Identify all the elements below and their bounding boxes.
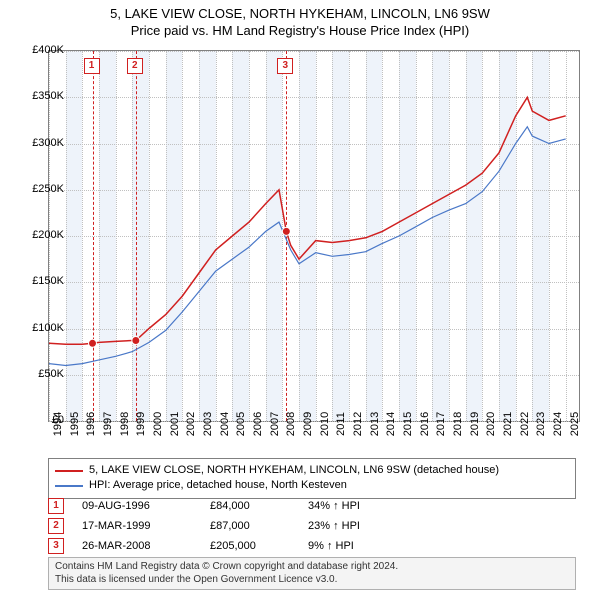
y-tick-label: £100K xyxy=(32,322,64,334)
legend: 5, LAKE VIEW CLOSE, NORTH HYKEHAM, LINCO… xyxy=(48,458,576,499)
event-hpi: 9% ↑ HPI xyxy=(308,540,398,552)
x-tick-label: 1994 xyxy=(52,412,64,436)
chart-container: 5, LAKE VIEW CLOSE, NORTH HYKEHAM, LINCO… xyxy=(0,0,600,590)
marker-dot-icon xyxy=(282,227,290,235)
x-tick-label: 2020 xyxy=(485,412,497,436)
x-tick-label: 2015 xyxy=(402,412,414,436)
x-tick-label: 1998 xyxy=(119,412,131,436)
plot-area xyxy=(48,50,580,422)
x-tick-label: 2003 xyxy=(202,412,214,436)
event-row: 3 26-MAR-2008 £205,000 9% ↑ HPI xyxy=(48,538,576,554)
x-tick-label: 2013 xyxy=(369,412,381,436)
x-tick-label: 2010 xyxy=(319,412,331,436)
x-tick-label: 2006 xyxy=(252,412,264,436)
x-tick-label: 2016 xyxy=(419,412,431,436)
legend-item: 5, LAKE VIEW CLOSE, NORTH HYKEHAM, LINCO… xyxy=(55,463,569,478)
y-tick-label: £50K xyxy=(38,368,64,380)
y-tick-label: £150K xyxy=(32,275,64,287)
chart-marker-icon: 3 xyxy=(277,58,293,74)
x-tick-label: 2008 xyxy=(285,412,297,436)
x-tick-label: 2017 xyxy=(435,412,447,436)
event-row: 1 09-AUG-1996 £84,000 34% ↑ HPI xyxy=(48,498,576,514)
x-tick-label: 1997 xyxy=(102,412,114,436)
y-tick-label: £400K xyxy=(32,44,64,56)
marker-dot-icon xyxy=(132,337,140,345)
legend-label: HPI: Average price, detached house, Nort… xyxy=(89,478,347,493)
event-marker-icon: 2 xyxy=(48,518,64,534)
x-tick-label: 2002 xyxy=(185,412,197,436)
y-tick-label: £250K xyxy=(32,183,64,195)
event-marker-icon: 1 xyxy=(48,498,64,514)
series-svg xyxy=(49,51,579,421)
x-tick-label: 2011 xyxy=(335,412,347,436)
y-tick-label: £350K xyxy=(32,90,64,102)
marker-dot-icon xyxy=(89,339,97,347)
series-price_paid xyxy=(49,97,566,344)
event-marker-icon: 3 xyxy=(48,538,64,554)
events-table: 1 09-AUG-1996 £84,000 34% ↑ HPI 2 17-MAR… xyxy=(48,498,576,558)
legend-item: HPI: Average price, detached house, Nort… xyxy=(55,478,569,493)
chart-title: 5, LAKE VIEW CLOSE, NORTH HYKEHAM, LINCO… xyxy=(0,0,600,40)
x-tick-label: 1996 xyxy=(85,412,97,436)
x-tick-label: 2000 xyxy=(152,412,164,436)
y-tick-label: £200K xyxy=(32,229,64,241)
x-tick-label: 1999 xyxy=(135,412,147,436)
x-tick-label: 2023 xyxy=(535,412,547,436)
event-date: 09-AUG-1996 xyxy=(82,500,192,512)
title-line-2: Price paid vs. HM Land Registry's House … xyxy=(0,23,600,40)
x-tick-label: 2019 xyxy=(469,412,481,436)
event-hpi: 23% ↑ HPI xyxy=(308,520,398,532)
x-tick-label: 2022 xyxy=(519,412,531,436)
event-date: 26-MAR-2008 xyxy=(82,540,192,552)
event-price: £87,000 xyxy=(210,520,290,532)
x-tick-label: 2018 xyxy=(452,412,464,436)
event-price: £205,000 xyxy=(210,540,290,552)
chart-marker-icon: 1 xyxy=(84,58,100,74)
x-tick-label: 2025 xyxy=(569,412,581,436)
x-tick-label: 2021 xyxy=(502,412,514,436)
event-hpi: 34% ↑ HPI xyxy=(308,500,398,512)
y-tick-label: £300K xyxy=(32,137,64,149)
x-tick-label: 2007 xyxy=(269,412,281,436)
x-tick-label: 2001 xyxy=(169,412,181,436)
legend-label: 5, LAKE VIEW CLOSE, NORTH HYKEHAM, LINCO… xyxy=(89,463,499,478)
chart-marker-icon: 2 xyxy=(127,58,143,74)
x-tick-label: 1995 xyxy=(69,412,81,436)
legend-swatch xyxy=(55,485,83,487)
footer-attribution: Contains HM Land Registry data © Crown c… xyxy=(48,557,576,590)
event-price: £84,000 xyxy=(210,500,290,512)
x-tick-label: 2024 xyxy=(552,412,564,436)
x-tick-label: 2009 xyxy=(302,412,314,436)
title-line-1: 5, LAKE VIEW CLOSE, NORTH HYKEHAM, LINCO… xyxy=(0,6,600,23)
legend-swatch xyxy=(55,470,83,472)
footer-line-2: This data is licensed under the Open Gov… xyxy=(55,574,569,587)
x-tick-label: 2005 xyxy=(235,412,247,436)
footer-line-1: Contains HM Land Registry data © Crown c… xyxy=(55,561,569,574)
x-tick-label: 2014 xyxy=(385,412,397,436)
event-row: 2 17-MAR-1999 £87,000 23% ↑ HPI xyxy=(48,518,576,534)
event-date: 17-MAR-1999 xyxy=(82,520,192,532)
series-hpi xyxy=(49,127,566,366)
x-tick-label: 2004 xyxy=(219,412,231,436)
x-tick-label: 2012 xyxy=(352,412,364,436)
